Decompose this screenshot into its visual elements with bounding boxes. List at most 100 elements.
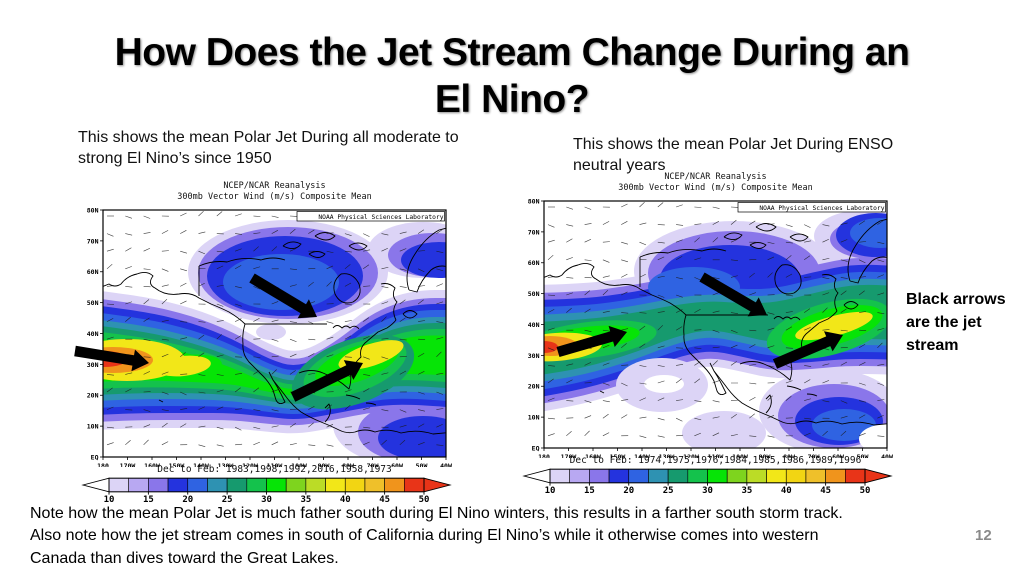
svg-text:40W: 40W: [881, 453, 893, 458]
caption-neutral: This shows the mean Polar Jet During ENS…: [573, 136, 894, 175]
svg-text:170W: 170W: [561, 453, 577, 458]
slide-title-line1: How Does the Jet Stream Change During an: [114, 31, 910, 74]
svg-text:80W: 80W: [342, 462, 354, 467]
svg-text:180: 180: [538, 453, 550, 458]
map-title-neutral: NCEP/NCAR Reanalysis 300mb Vector Wind (…: [544, 172, 887, 194]
svg-text:30N: 30N: [528, 352, 540, 360]
black-arrows-note: Black arrows are the jet stream: [906, 291, 1006, 355]
svg-text:35: 35: [741, 486, 752, 494]
jet-stream-arrows: [556, 272, 843, 369]
svg-text:60N: 60N: [87, 268, 99, 276]
svg-text:70N: 70N: [87, 237, 99, 245]
svg-text:80N: 80N: [528, 197, 540, 205]
coastline: [103, 227, 446, 435]
svg-text:130W: 130W: [659, 453, 675, 458]
svg-text:150W: 150W: [610, 453, 626, 458]
svg-text:170W: 170W: [120, 462, 136, 467]
svg-text:50N: 50N: [87, 299, 99, 307]
svg-text:80N: 80N: [87, 206, 99, 214]
svg-text:10: 10: [545, 486, 556, 494]
map-title-line2: 300mb Vector Wind (m/s) Composite Mean: [177, 192, 372, 203]
svg-text:40W: 40W: [440, 462, 452, 467]
svg-text:30: 30: [261, 495, 272, 503]
svg-text:45: 45: [379, 495, 390, 503]
jet-stream-arrows: [74, 273, 363, 402]
svg-text:20N: 20N: [528, 383, 540, 391]
svg-text:110W: 110W: [708, 453, 724, 458]
bottom-note-line2: Also note how the jet stream comes in so…: [30, 527, 819, 545]
svg-text:70N: 70N: [528, 228, 540, 236]
svg-text:60W: 60W: [391, 462, 403, 467]
svg-text:20: 20: [623, 486, 634, 494]
map-title-elnino: NCEP/NCAR Reanalysis 300mb Vector Wind (…: [103, 181, 446, 203]
svg-text:10N: 10N: [528, 414, 540, 422]
slide-title-line2: El Nino?: [434, 77, 590, 121]
svg-text:80W: 80W: [783, 453, 795, 458]
svg-text:10: 10: [104, 495, 115, 503]
svg-text:100W: 100W: [291, 462, 307, 467]
bottom-note-line1: Note how the mean Polar Jet is much fath…: [30, 505, 843, 522]
page-number: 12: [975, 527, 992, 544]
svg-text:130W: 130W: [218, 462, 234, 467]
svg-text:160W: 160W: [585, 453, 601, 458]
svg-text:10N: 10N: [87, 423, 99, 431]
svg-text:35: 35: [300, 495, 311, 503]
svg-text:50W: 50W: [416, 462, 428, 467]
svg-text:110W: 110W: [267, 462, 283, 467]
svg-text:60W: 60W: [832, 453, 844, 458]
axis-labels: EQ 10N 20N 30N 40N 50N 60N 70N 80N 180 170W 160W 150…: [87, 206, 452, 467]
svg-text:140W: 140W: [634, 453, 650, 458]
svg-text:70W: 70W: [808, 453, 820, 458]
map-title-line1: NCEP/NCAR Reanalysis: [664, 172, 767, 182]
svg-text:90W: 90W: [759, 453, 771, 458]
svg-text:140W: 140W: [193, 462, 209, 467]
composite-years-neutral: Dec to Feb: 1974,1975,1976,1984,1985,198…: [569, 455, 862, 467]
svg-text:40N: 40N: [87, 330, 99, 338]
svg-text:30N: 30N: [87, 361, 99, 369]
caption-elnino: This shows the mean Polar Jet During all…: [78, 129, 459, 168]
map-plot-area: NOAA Physical Sciences Laboratory EQ 10N 20…: [528, 197, 893, 458]
axis-labels: EQ 10N 20N 30N 40N 50N 60N 70N 80N 180 170W 160W 150…: [528, 197, 893, 458]
svg-text:60N: 60N: [528, 259, 540, 267]
svg-text:45: 45: [820, 486, 831, 494]
svg-text:40N: 40N: [528, 321, 540, 329]
map-panel-elnino: NCEP/NCAR Reanalysis 300mb Vector Wind (…: [63, 181, 463, 503]
wind-speed-colorbar: 10 15 20 25 30 35 40 45 50: [81, 477, 452, 503]
svg-text:20: 20: [182, 495, 193, 503]
svg-text:50: 50: [860, 486, 871, 494]
svg-text:25: 25: [663, 486, 674, 494]
svg-text:180: 180: [97, 462, 109, 467]
elnino-composite-map: NOAA Physical Sciences Laboratory EQ 10N 20…: [74, 206, 452, 467]
wind-vectors: [547, 202, 885, 439]
svg-text:50W: 50W: [857, 453, 869, 458]
svg-text:120W: 120W: [242, 462, 258, 467]
svg-text:40: 40: [340, 495, 351, 503]
svg-text:100W: 100W: [732, 453, 748, 458]
map-panel-neutral: NCEP/NCAR Reanalysis 300mb Vector Wind (…: [504, 172, 904, 494]
svg-text:20N: 20N: [87, 392, 99, 400]
svg-text:120W: 120W: [683, 453, 699, 458]
svg-text:50N: 50N: [528, 290, 540, 298]
slide-title: How Does the Jet Stream Change During an…: [0, 30, 1024, 124]
svg-text:EQ: EQ: [532, 444, 540, 452]
svg-text:30: 30: [702, 486, 713, 494]
svg-text:50: 50: [419, 495, 430, 503]
svg-text:150W: 150W: [169, 462, 185, 467]
source-label: NOAA Physical Sciences Laboratory: [318, 214, 443, 221]
bottom-note-line3: Canada than dives toward the Great Lakes…: [30, 549, 339, 567]
bottom-note: Note how the mean Polar Jet is much fath…: [30, 503, 1020, 570]
svg-text:25: 25: [222, 495, 233, 503]
wind-speed-colorbar: 10 15 20 25 30 35 40 45 50: [522, 468, 893, 494]
neutral-composite-map: NOAA Physical Sciences Laboratory EQ 10N 20…: [528, 197, 893, 458]
composite-years-elnino: Dec to Feb: 1983,1998,1992,2016,1958,197…: [157, 464, 392, 476]
svg-text:15: 15: [143, 495, 154, 503]
map-title-line1: NCEP/NCAR Reanalysis: [223, 181, 326, 191]
svg-text:70W: 70W: [367, 462, 379, 467]
svg-text:15: 15: [584, 486, 595, 494]
svg-text:90W: 90W: [318, 462, 330, 467]
map-plot-area: NOAA Physical Sciences Laboratory EQ 10N 20…: [74, 206, 452, 467]
map-title-line2: 300mb Vector Wind (m/s) Composite Mean: [618, 183, 813, 194]
svg-text:40: 40: [781, 486, 792, 494]
svg-text:160W: 160W: [144, 462, 160, 467]
